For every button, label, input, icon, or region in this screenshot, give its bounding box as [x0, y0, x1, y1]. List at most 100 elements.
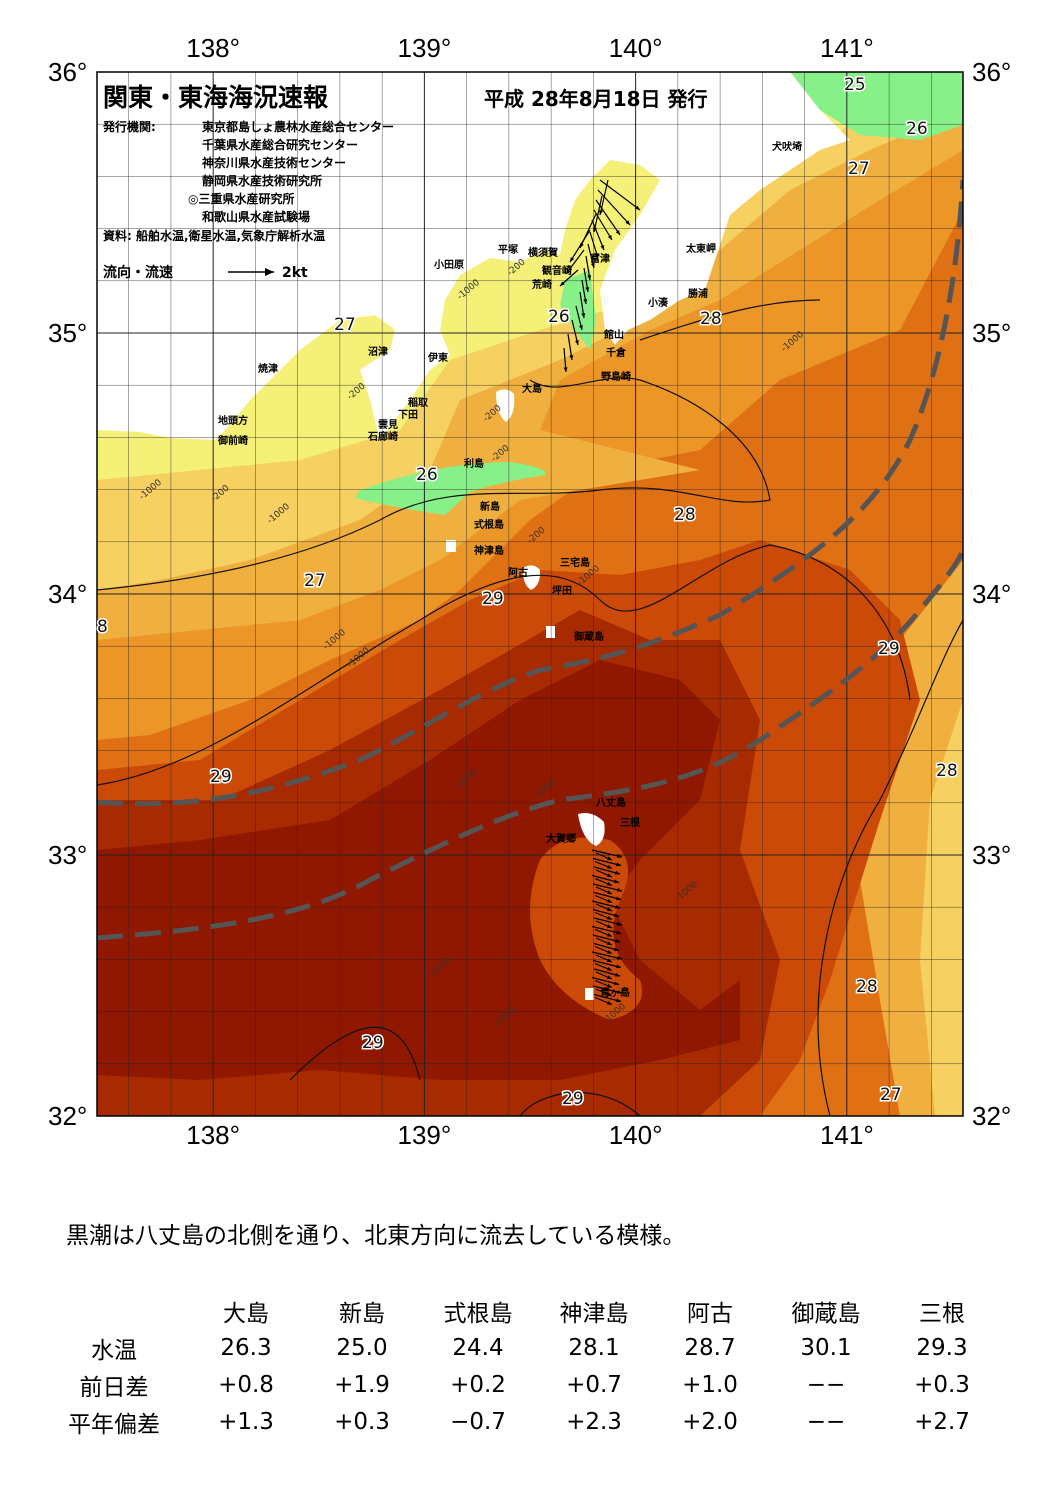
summary-text: 黒潮は八丈島の北側を通り、北東方向に流去している模様。 [66, 1223, 686, 1249]
table-cell: +2.7 [914, 1408, 970, 1435]
current-vector-head [607, 856, 612, 860]
lat-tick-label: 36° [972, 57, 1011, 87]
current-vector [565, 249, 585, 275]
isotherm-label: 27 [334, 315, 356, 335]
current-vector-head [615, 904, 620, 909]
table-cell: +1.9 [334, 1371, 390, 1398]
station-header: 式根島 [443, 1300, 513, 1327]
current-vectors [559, 179, 641, 1006]
kuroshio-axis-south [97, 549, 963, 941]
current-vector-head [600, 245, 605, 250]
kuroshio-axis [97, 179, 963, 941]
land-miyake [522, 565, 541, 590]
current-vector [592, 959, 622, 969]
row-label: 前日差 [79, 1374, 149, 1401]
current-vector-head [607, 898, 612, 903]
table-row: 水温 26.3 25.0 24.4 28.1 28.7 30.1 29.3 [40, 1329, 1000, 1366]
place-label: 横須賀 [528, 246, 558, 259]
current-vector-head [617, 854, 622, 858]
isotherm-label: 28 [674, 505, 696, 525]
current-vector-head [607, 966, 612, 971]
lon-tick-label: 139° [397, 1120, 451, 1150]
lat-tick-label: 36° [48, 57, 87, 87]
current-vector-head [625, 220, 630, 225]
place-label: 利島 [464, 457, 484, 470]
land-mikura [546, 626, 555, 638]
table-cell: 24.4 [452, 1334, 504, 1361]
publisher-name: 神奈川県水産技術センター [202, 155, 346, 170]
axis-ticks: 138° 138° 139° 139° 140° 140° 141° 141° 36° 36° 35… [48, 33, 1011, 1150]
current-vector [597, 189, 631, 226]
current-vector [591, 951, 623, 960]
graticule [97, 72, 963, 1116]
table-cell: +0.2 [450, 1371, 506, 1398]
place-label: 雲見 [378, 419, 398, 431]
row-label: 水温 [91, 1337, 137, 1364]
current-vector-head [607, 975, 612, 979]
flow-legend-label: 流向・流速 [103, 264, 173, 281]
current-vector-head [616, 998, 621, 1003]
isotherm-label: 27 [880, 1085, 902, 1105]
land-hachijo [578, 813, 605, 846]
place-label: 太東岬 [685, 242, 716, 255]
station-header: 阿古 [687, 1300, 733, 1327]
publisher-name: 千葉県水産総合研究センター [202, 137, 358, 152]
current-vector-head [566, 269, 571, 274]
isotherm-label: 29 [562, 1089, 584, 1109]
current-vector-head [607, 864, 612, 869]
map-title: 関東・東海海況速報 [103, 83, 329, 112]
place-label: 荒崎 [531, 278, 552, 291]
sst-zone-25 [790, 72, 963, 140]
lat-tick-label: 33° [48, 840, 87, 870]
place-label: 焼津 [258, 362, 278, 375]
current-vector [592, 883, 623, 892]
lat-tick-label: 32° [972, 1101, 1011, 1131]
place-label: 式根島 [474, 518, 504, 531]
table-row: 平年偏差 +1.3 +0.3 −0.7 +2.3 +2.0 −− +2.7 [40, 1403, 1000, 1440]
station-header: 御蔵島 [791, 1300, 861, 1327]
sea-temperature-map: 138° 138° 139° 139° 140° 140° 141° 141° 36° 36° 35… [48, 33, 1011, 1150]
isotherm-labels: 25 26 26 27 28 27 26 28 27 29 8 29 29 28 28 29 29 27 [96, 74, 960, 1111]
isotherm-label: 28 [856, 977, 878, 997]
current-vector-head [607, 881, 612, 886]
map-frame [96, 71, 964, 1117]
current-vector-head [616, 930, 621, 935]
place-label: 阿古 [508, 566, 528, 579]
place-label: 小田原 [433, 258, 464, 271]
lon-tick-label: 138° [186, 1120, 240, 1150]
table-cell: 26.3 [220, 1334, 272, 1361]
place-label: 坪田 [552, 584, 572, 597]
place-label: 大島 [522, 382, 542, 395]
place-label: 大賀郷 [546, 832, 576, 845]
place-label: 三宅島 [560, 556, 590, 569]
publisher-name: 東京都島しょ農林水産総合センター [202, 119, 394, 134]
isotherm-27 [97, 377, 771, 591]
current-vector [592, 985, 623, 994]
current-vector [593, 993, 622, 1003]
current-vector-head [617, 990, 622, 994]
isotherm-29-s [519, 1092, 641, 1116]
station-header: 新島 [339, 1300, 385, 1327]
table-cell: +2.0 [682, 1408, 738, 1435]
current-vector-head [615, 870, 620, 875]
lon-tick-label: 141° [820, 1120, 874, 1150]
lon-tick-label: 140° [609, 1120, 663, 1150]
current-vector-head [578, 325, 583, 330]
current-vector-head [607, 924, 612, 928]
place-label: 沼津 [368, 345, 388, 358]
isotherm-label: 29 [210, 767, 232, 787]
table-cell: +0.3 [914, 1371, 970, 1398]
current-vector [591, 219, 605, 251]
table-cell: 28.7 [684, 1334, 736, 1361]
current-vector-head [585, 287, 590, 292]
current-vector-head [616, 896, 621, 901]
current-vector [593, 195, 603, 233]
table-cell: +1.0 [682, 1371, 738, 1398]
current-vector-head [616, 862, 621, 867]
table-cell: 28.1 [568, 1334, 620, 1361]
place-label: 小湊 [647, 296, 669, 309]
place-label: 富津 [590, 252, 610, 265]
table-cell: −− [806, 1371, 846, 1398]
current-vector-head [607, 915, 612, 920]
current-vector [599, 179, 609, 216]
